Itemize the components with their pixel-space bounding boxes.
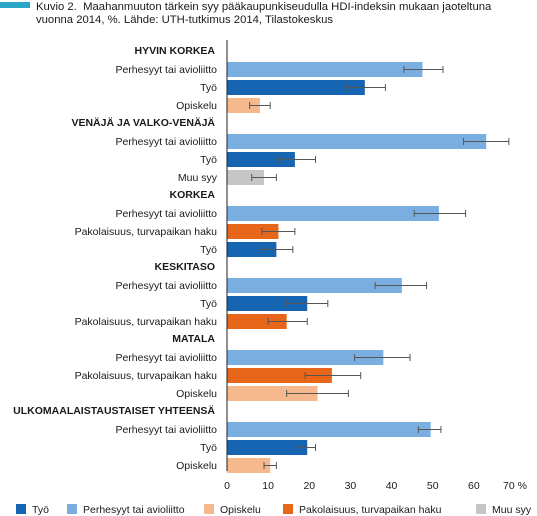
legend-label: Muu syy [492, 504, 532, 516]
bar-label: Perhesyyt tai avioliitto [115, 208, 217, 220]
bar [227, 440, 308, 455]
x-tick-label: 0 [224, 480, 230, 492]
bar [227, 134, 487, 149]
bar-label: Työ [200, 82, 217, 94]
legend-label: Pakolaisuus, turvapaikan haku [299, 504, 442, 516]
bar [227, 386, 318, 401]
figure-title-line1: Maahanmuuton tärkein syy pääkaupunkiseud… [83, 1, 492, 13]
figure-title-line2: vuonna 2014, %. Lähde: UTH-tutkimus 2014… [36, 14, 334, 26]
group-label: KESKITASO [155, 261, 215, 273]
bar [227, 152, 295, 167]
bar [227, 242, 277, 257]
bar [227, 368, 332, 383]
x-tick-label: 10 [262, 480, 274, 492]
figure-number: Kuvio 2. [36, 1, 77, 13]
bar-label: Pakolaisuus, turvapaikan haku [75, 370, 218, 382]
bar [227, 224, 279, 239]
bar-label: Perhesyyt tai avioliitto [115, 64, 217, 76]
legend-label: Perhesyyt tai avioliitto [83, 504, 185, 516]
bar [227, 458, 271, 473]
legend-swatch [67, 504, 77, 514]
bar-label: Työ [200, 154, 217, 166]
x-tick-label: 20 [303, 480, 315, 492]
bar-label: Perhesyyt tai avioliitto [115, 280, 217, 292]
bar [227, 314, 287, 329]
bar-label: Muu syy [178, 172, 218, 184]
bar-label: Perhesyyt tai avioliitto [115, 424, 217, 436]
bar [227, 62, 423, 77]
bar [227, 206, 439, 221]
legend-swatch [283, 504, 293, 514]
figure-title: Kuvio 2. Maahanmuuton tärkein syy pääkau… [36, 1, 531, 27]
bar-label: Perhesyyt tai avioliitto [115, 352, 217, 364]
x-tick-label: 50 [427, 480, 439, 492]
group-label: KORKEA [169, 189, 215, 201]
title-accent-bar [0, 2, 30, 8]
group-label: VENÄJÄ JA VALKO-VENÄJÄ [71, 116, 215, 129]
group-label: ULKOMAALAISTAUSTAISET YHTEENSÄ [13, 404, 215, 417]
x-tick-label: 30 [345, 480, 357, 492]
x-tick-label: 70 % [503, 480, 527, 492]
bar [227, 350, 384, 365]
bar-label: Työ [200, 442, 217, 454]
legend-swatch [16, 504, 26, 514]
bar [227, 80, 365, 95]
bar-label: Opiskelu [176, 100, 217, 112]
bar [227, 278, 402, 293]
x-tick-label: 40 [386, 480, 398, 492]
bar-label: Opiskelu [176, 460, 217, 472]
legend-label: Työ [32, 504, 49, 516]
bar-label: Työ [200, 244, 217, 256]
legend-swatch [204, 504, 214, 514]
group-label: HYVIN KORKEA [134, 45, 215, 57]
bar [227, 296, 308, 311]
bar [227, 170, 265, 185]
bar-label: Työ [200, 298, 217, 310]
bar-label: Perhesyyt tai avioliitto [115, 136, 217, 148]
legend-swatch [476, 504, 486, 514]
group-label: MATALA [172, 333, 215, 345]
bar [227, 98, 260, 113]
bar-label: Opiskelu [176, 388, 217, 400]
bar-label: Pakolaisuus, turvapaikan haku [75, 316, 218, 328]
x-tick-label: 60 [468, 480, 480, 492]
legend-label: Opiskelu [220, 504, 261, 516]
bar-label: Pakolaisuus, turvapaikan haku [75, 226, 218, 238]
bar [227, 422, 431, 437]
